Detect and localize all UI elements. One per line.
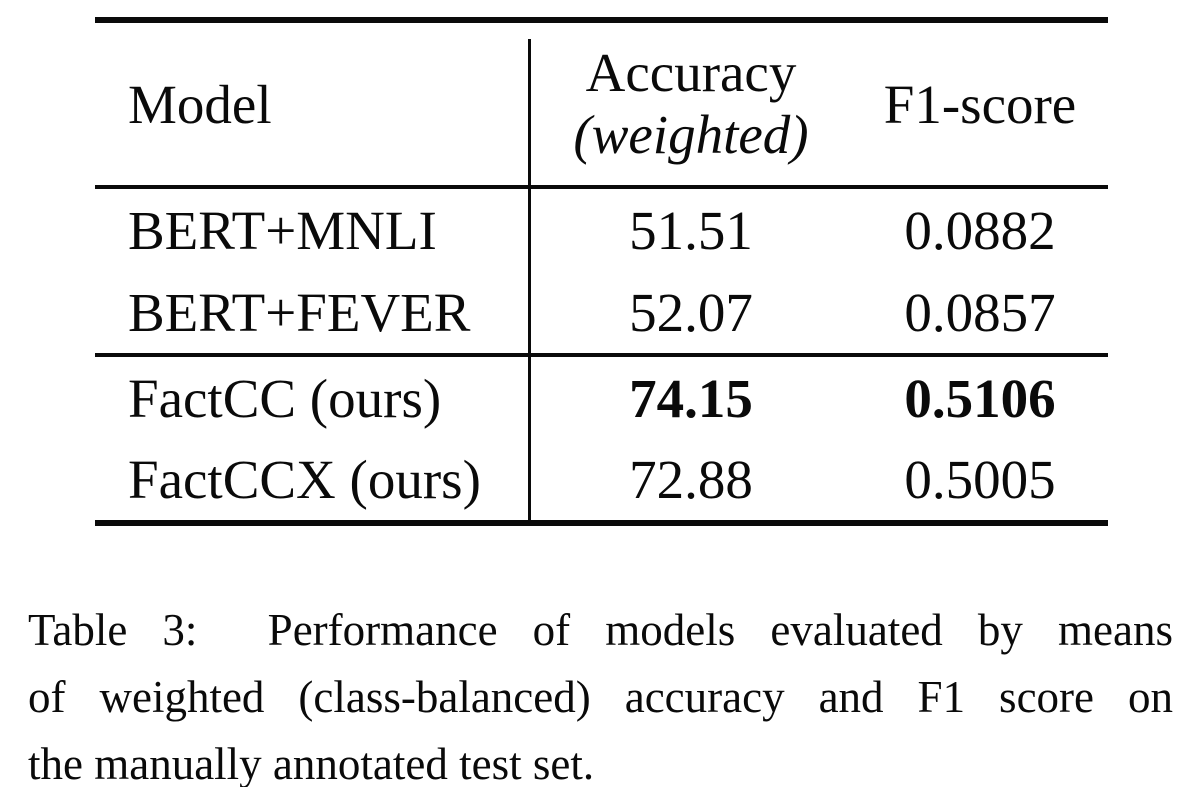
accuracy-value-cell: 72.88 [629, 449, 753, 510]
model-name-cell: FactCCX (ours) [128, 449, 481, 510]
baseline-models-group: BERT+MNLI 51.51 0.0882 BERT+FEVER 52.07 … [95, 187, 1108, 355]
caption-line: the manually annotated test set. [28, 739, 595, 787]
accuracy-value-cell: 51.51 [629, 199, 753, 261]
results-table-container: Model Accuracy (weighted) F1-score BERT+… [95, 17, 1108, 526]
f1-value-cell: 0.5106 [904, 367, 1056, 429]
column-header-model: Model [128, 73, 272, 135]
accuracy-value-cell: 52.07 [629, 281, 753, 343]
table-row-factcc: FactCC (ours) 74.15 0.5106 [95, 355, 1108, 439]
results-table: Model Accuracy (weighted) F1-score BERT+… [95, 17, 1108, 526]
table-row-factccx: FactCCX (ours) 72.88 0.5005 [95, 439, 1108, 523]
table-row-bert-mnli: BERT+MNLI 51.51 0.0882 [95, 187, 1108, 271]
model-name-cell: FactCC (ours) [128, 367, 442, 429]
model-name-cell: BERT+FEVER [128, 281, 471, 343]
column-header-accuracy-sublabel: (weighted) [573, 104, 809, 165]
f1-value-cell: 0.0857 [904, 281, 1056, 343]
column-divider-line [528, 39, 531, 523]
f1-value-cell: 0.0882 [904, 199, 1056, 261]
column-header-accuracy-label: Accuracy [585, 42, 797, 103]
column-header-f1-score: F1-score [883, 73, 1077, 135]
f1-value-cell: 0.5005 [904, 449, 1056, 510]
table-row-bert-fever: BERT+FEVER 52.07 0.0857 [95, 271, 1108, 355]
accuracy-value-cell: 74.15 [629, 367, 753, 429]
column-header-accuracy: Accuracy (weighted) [530, 20, 852, 187]
header-row: Model Accuracy (weighted) F1-score [95, 20, 1108, 187]
model-name-cell: BERT+MNLI [128, 199, 437, 261]
table-caption: Table 3: Performance of models evaluated… [28, 597, 1173, 787]
caption-line: of weighted (class-balanced) accuracy an… [28, 672, 1173, 722]
proposed-models-group: FactCC (ours) 74.15 0.5106 FactCCX (ours… [95, 355, 1108, 523]
caption-line: Table 3: Performance of models evaluated… [28, 605, 1173, 655]
table-header: Model Accuracy (weighted) F1-score [95, 20, 1108, 187]
